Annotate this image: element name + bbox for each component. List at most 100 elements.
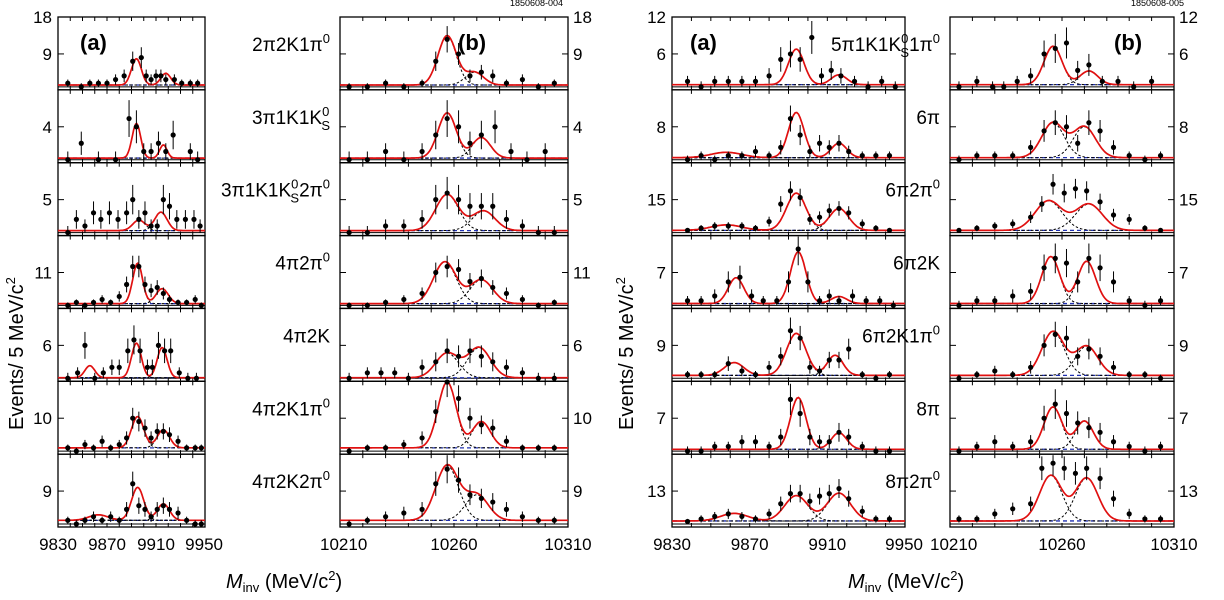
data-point (778, 201, 784, 207)
data-point (175, 299, 181, 306)
data-point (433, 58, 439, 64)
data-point (712, 513, 718, 520)
x-tick-label: 9950 (885, 535, 923, 554)
data-point (873, 225, 879, 231)
data-point (774, 298, 780, 304)
total-fit-curve (340, 260, 568, 305)
y-tick-label: 8 (657, 118, 666, 137)
data-point (886, 448, 893, 454)
data-point (392, 370, 398, 376)
component-curve-1 (58, 416, 205, 449)
data-point (170, 132, 176, 138)
data-point (124, 506, 130, 512)
channel-label: 8π2π0 (885, 468, 940, 493)
data-point (795, 246, 801, 252)
data-point (1110, 439, 1117, 445)
data-point (1115, 78, 1121, 84)
component-curve-2 (58, 288, 205, 305)
data-point (478, 203, 484, 209)
data-point (503, 290, 510, 297)
data-point (184, 299, 190, 306)
data-point (859, 152, 865, 159)
component-curve-1 (340, 261, 568, 305)
component-curve-2 (58, 429, 205, 449)
data-point (873, 152, 879, 159)
data-point (1010, 372, 1016, 378)
data-point (1052, 255, 1058, 261)
data-point (106, 210, 113, 216)
data-point (166, 203, 173, 209)
total-fit-curve (672, 332, 905, 377)
x-tick-label: 10310 (1150, 535, 1197, 554)
data-point (1050, 460, 1056, 466)
data-point (136, 503, 142, 509)
panel-a-row-1: 9 18 (33, 8, 206, 91)
data-point (836, 429, 842, 435)
data-point (133, 124, 139, 130)
data-point (1075, 279, 1081, 285)
data-point (433, 197, 439, 203)
data-point (816, 298, 823, 304)
data-point (1052, 45, 1058, 52)
data-point (1072, 186, 1079, 192)
data-point (725, 361, 731, 367)
panel-b-row-2: 8 (949, 89, 1188, 164)
data-point (535, 229, 541, 236)
component-curve-2 (672, 192, 905, 231)
panel-a-row-6: 10 (33, 380, 206, 455)
y-tick-label: 9 (657, 336, 666, 355)
data-point (1110, 364, 1117, 370)
y-top-label: 12 (1179, 8, 1198, 27)
data-point (508, 148, 514, 155)
data-point (1041, 415, 1047, 421)
data-point (131, 337, 137, 343)
data-point (1086, 425, 1092, 431)
data-point (1110, 212, 1117, 218)
data-point (193, 375, 200, 381)
data-point (108, 445, 114, 451)
data-point (1086, 346, 1092, 352)
data-point (478, 275, 484, 282)
data-point (836, 140, 842, 146)
data-point (1052, 331, 1058, 337)
panel-a-row-3: 15 (647, 162, 906, 237)
data-point (455, 124, 462, 130)
data-point (766, 364, 772, 370)
component-curve-1 (950, 474, 1174, 522)
data-point (364, 157, 370, 163)
component-curve-1 (672, 362, 905, 376)
data-point (455, 197, 462, 203)
channel-label: 4π2π0 (275, 250, 330, 275)
data-point (797, 194, 803, 201)
component-curve-3 (672, 492, 905, 522)
y-tick-label: 11 (573, 264, 591, 283)
data-point (1041, 51, 1047, 57)
total-fit-curve (950, 406, 1174, 451)
data-point (455, 395, 462, 402)
y-tick-label: 7 (1179, 264, 1188, 283)
data-point (1126, 443, 1132, 450)
data-point (1142, 448, 1148, 454)
data-point (182, 216, 188, 222)
data-point (65, 157, 71, 163)
data-point (108, 299, 114, 306)
data-point (116, 441, 122, 448)
panel-b-row-3: 5 (339, 162, 582, 237)
y-tick-label: 10 (573, 409, 592, 428)
data-point (346, 521, 352, 527)
component-curve-2 (58, 486, 205, 521)
data-point (1063, 410, 1070, 417)
x-tick-label: 10210 (930, 535, 977, 554)
x-tick-label: 9870 (88, 535, 126, 554)
panel-frame (57, 89, 206, 164)
data-point (797, 56, 803, 63)
data-point (1041, 128, 1047, 134)
data-point (749, 293, 755, 299)
y-tick-label: 4 (573, 118, 582, 137)
panel-a-row-7: 13 (647, 453, 906, 528)
x-tick-label: 10210 (320, 535, 367, 554)
data-point (851, 78, 858, 84)
data-point (698, 448, 704, 454)
data-point (1075, 353, 1081, 359)
data-point (148, 76, 154, 83)
